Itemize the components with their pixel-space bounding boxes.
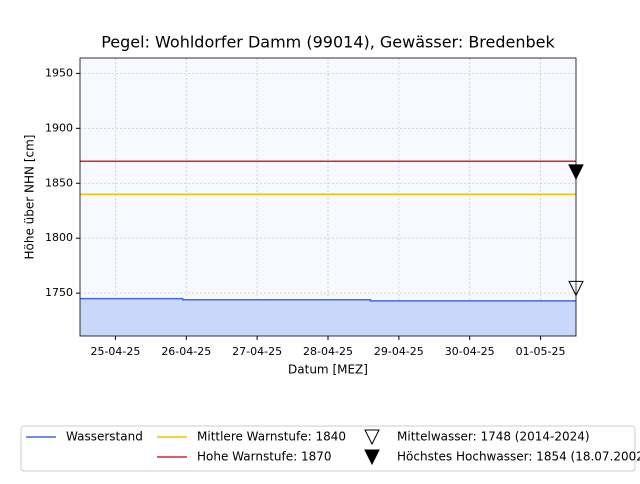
- y-tick-label: 1900: [45, 121, 73, 134]
- y-tick-label: 1950: [45, 66, 73, 79]
- area: [80, 298, 576, 336]
- line: [80, 297, 576, 302]
- y-tick-label: 1850: [45, 176, 73, 189]
- x-tick-label: 26-04-25: [161, 345, 211, 358]
- legend-label: Mittlere Warnstufe: 1840: [197, 430, 346, 444]
- legend-label: Hohe Warnstufe: 1870: [197, 450, 332, 464]
- x-tick-label: 27-04-25: [232, 345, 282, 358]
- legend-label: Wasserstand: [66, 430, 143, 444]
- legend-label: Höchstes Hochwasser: 1854 (18.07.2002): [397, 450, 640, 464]
- y-axis-label: Höhe über NHN [cm]: [23, 135, 37, 260]
- plot-area: [80, 58, 576, 336]
- legend-label: Mittelwasser: 1748 (2014-2024): [397, 430, 590, 444]
- x-axis-label: Datum [MEZ]: [288, 363, 368, 377]
- chart-title: Pegel: Wohldorfer Damm (99014), Gewässer…: [101, 33, 555, 52]
- y-tick-label: 1750: [45, 286, 73, 299]
- legend-swatch: [364, 449, 380, 466]
- y-tick-label: 1800: [45, 231, 73, 244]
- legend-swatch: [364, 429, 380, 446]
- axes-frame: [79, 57, 577, 337]
- x-tick-label: 01-05-25: [516, 345, 566, 358]
- x-tick-label: 30-04-25: [445, 345, 495, 358]
- x-tick-label: 29-04-25: [374, 345, 424, 358]
- x-tick-label: 28-04-25: [303, 345, 353, 358]
- x-tick-label: 25-04-25: [90, 345, 140, 358]
